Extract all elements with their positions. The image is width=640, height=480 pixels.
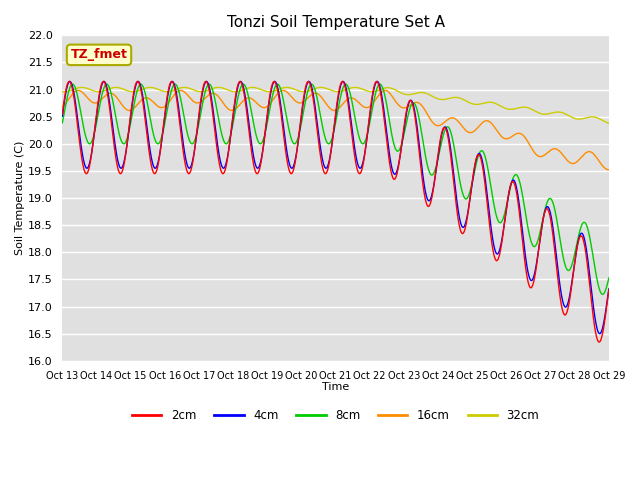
Text: TZ_fmet: TZ_fmet [70,48,127,61]
X-axis label: Time: Time [322,382,349,392]
Title: Tonzi Soil Temperature Set A: Tonzi Soil Temperature Set A [227,15,445,30]
Legend: 2cm, 4cm, 8cm, 16cm, 32cm: 2cm, 4cm, 8cm, 16cm, 32cm [127,404,544,427]
Y-axis label: Soil Temperature (C): Soil Temperature (C) [15,141,25,255]
